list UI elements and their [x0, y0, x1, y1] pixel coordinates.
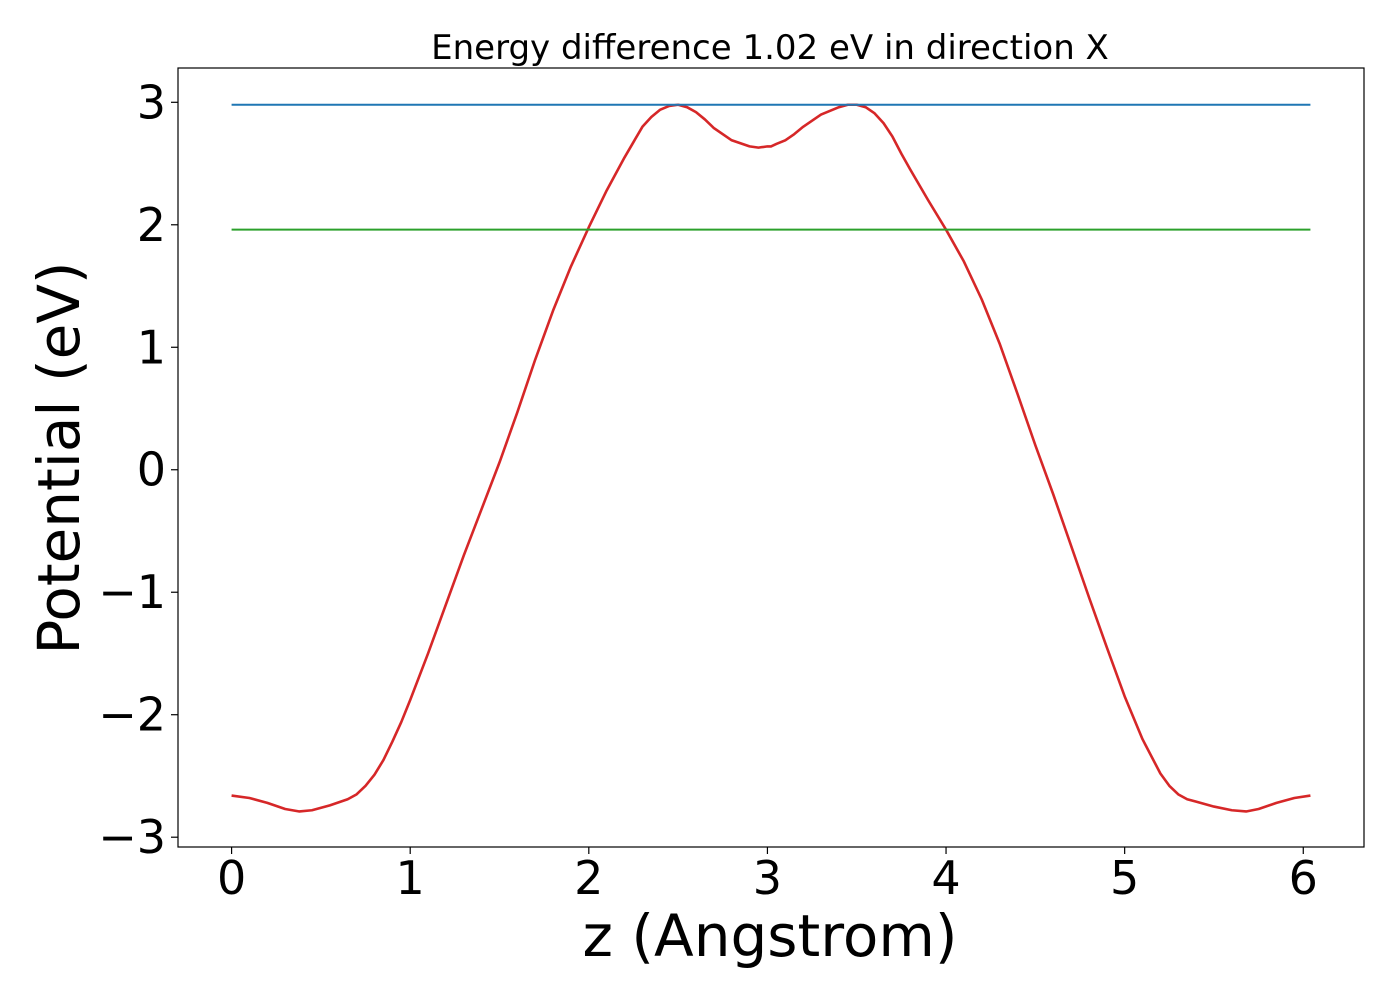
x-tick-label-3: 3: [753, 851, 782, 905]
x-tick-label-4: 4: [931, 851, 960, 905]
y-tick-label-4: 1: [137, 320, 166, 374]
x-tick-label-1: 1: [396, 851, 425, 905]
x-tick-label-5: 5: [1110, 851, 1139, 905]
axes-frame: [177, 67, 1365, 848]
plot-area: 0 1 2 3 4 5 6 −3 −2 −1 0 1 2 3: [98, 67, 1365, 905]
x-tick-label-2: 2: [574, 851, 603, 905]
x-tick-label-0: 0: [217, 851, 246, 905]
series-line-0: [231, 103, 1311, 813]
chart-title: Energy difference 1.02 eV in direction X: [431, 28, 1109, 68]
y-axis-label: Potential (eV): [25, 261, 93, 654]
y-tick-label-2: −1: [98, 565, 166, 619]
y-tick-label-6: 3: [137, 75, 166, 129]
y-tick-label-3: 0: [137, 443, 166, 497]
x-axis-label: z (Angstrom): [583, 902, 958, 970]
y-tick-label-5: 2: [137, 198, 166, 252]
y-tick-label-0: −3: [98, 810, 166, 864]
x-tick-label-6: 6: [1289, 851, 1318, 905]
y-tick-label-1: −2: [98, 688, 166, 742]
